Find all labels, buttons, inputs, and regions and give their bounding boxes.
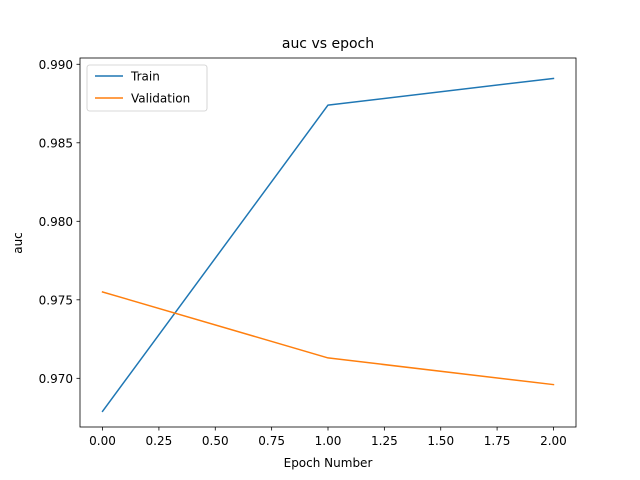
y-tick-label: 0.975 (39, 293, 73, 307)
legend-label-train: Train (130, 70, 160, 84)
x-tick-label: 0.75 (258, 434, 285, 448)
y-tick-label: 0.980 (39, 215, 73, 229)
x-tick-label: 0.25 (146, 434, 173, 448)
x-tick-label: 1.50 (427, 434, 454, 448)
series-line-validation (103, 292, 554, 385)
plot-layer (103, 78, 554, 411)
x-tick-label: 1.75 (484, 434, 511, 448)
x-tick-label: 0.50 (202, 434, 229, 448)
legend-label-validation: Validation (131, 92, 190, 106)
series-line-train (103, 78, 554, 411)
x-tick-label: 2.00 (540, 434, 567, 448)
y-tick-label: 0.985 (39, 136, 73, 150)
y-tick-label: 0.990 (39, 58, 73, 72)
legend: Train Validation (87, 65, 207, 111)
x-tick-label: 0.00 (89, 434, 116, 448)
x-tick-label: 1.25 (371, 434, 398, 448)
axes-frame (80, 58, 576, 427)
y-tick-label: 0.970 (39, 372, 73, 386)
x-axis-label: Epoch Number (284, 456, 373, 470)
x-tick-label: 1.00 (315, 434, 342, 448)
chart-title: auc vs epoch (282, 36, 374, 52)
y-axis-label: auc (11, 232, 25, 254)
